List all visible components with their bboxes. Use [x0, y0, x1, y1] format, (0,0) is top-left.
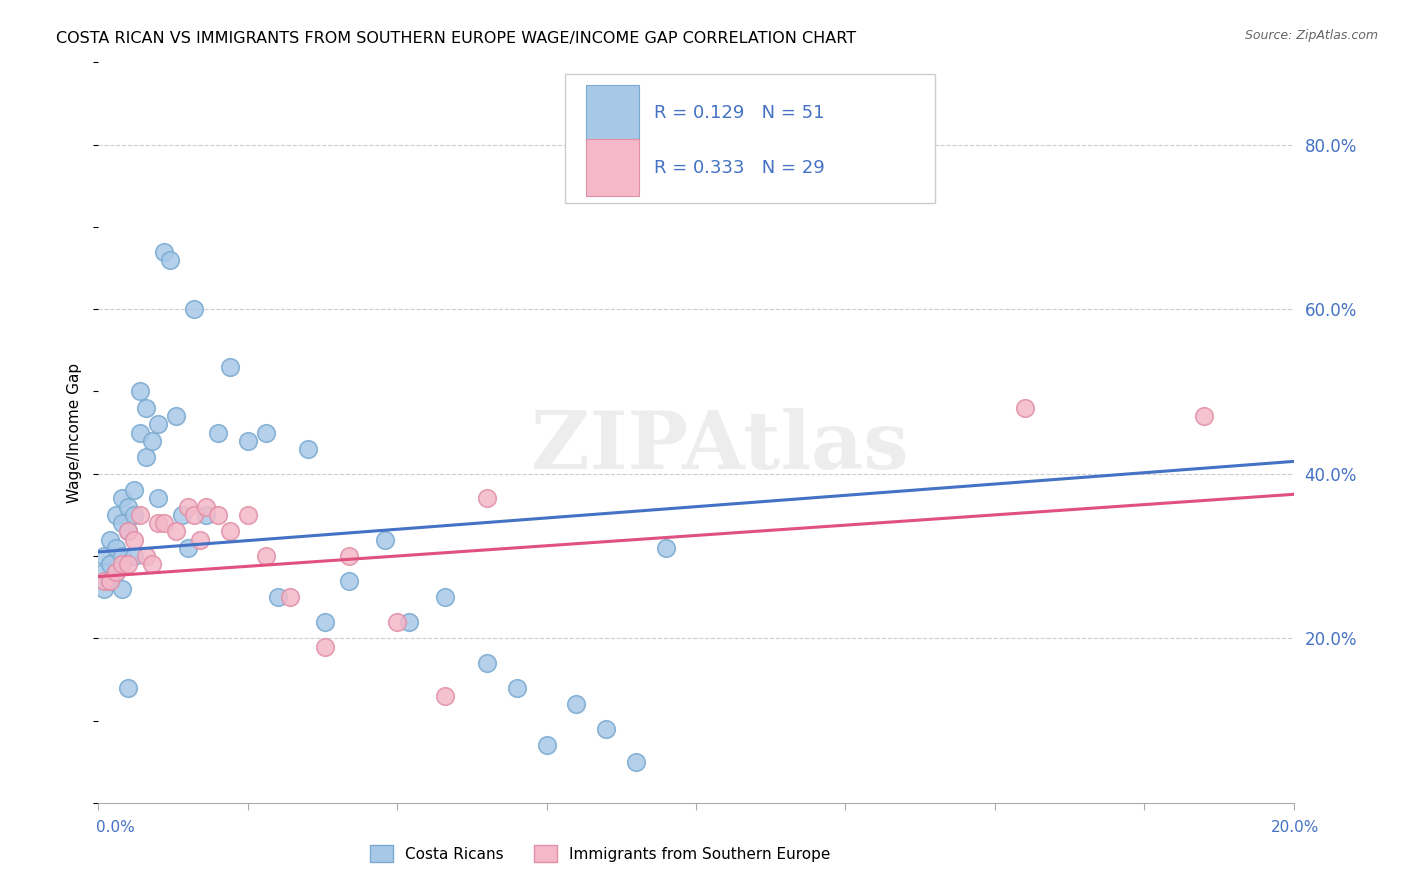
- Point: [254, 425, 277, 440]
- Point: [153, 244, 176, 259]
- Point: [117, 524, 139, 539]
- Point: [117, 500, 139, 514]
- Point: [135, 450, 157, 465]
- Point: [207, 508, 229, 522]
- Point: [626, 755, 648, 769]
- Point: [111, 582, 134, 596]
- Point: [172, 508, 194, 522]
- Point: [398, 615, 420, 629]
- Text: ZIPAtlas: ZIPAtlas: [531, 409, 908, 486]
- Y-axis label: Wage/Income Gap: Wage/Income Gap: [67, 362, 83, 503]
- Point: [188, 533, 211, 547]
- Point: [93, 566, 115, 580]
- Point: [434, 590, 457, 604]
- Point: [111, 491, 134, 506]
- Point: [195, 508, 218, 522]
- Point: [129, 508, 152, 522]
- Point: [183, 508, 205, 522]
- Point: [135, 401, 157, 415]
- Point: [148, 417, 170, 432]
- Point: [135, 549, 157, 563]
- Point: [148, 491, 170, 506]
- Legend: Costa Ricans, Immigrants from Southern Europe: Costa Ricans, Immigrants from Southern E…: [370, 845, 831, 862]
- Text: 20.0%: 20.0%: [1271, 821, 1319, 835]
- Point: [117, 558, 139, 572]
- Point: [219, 524, 242, 539]
- Point: [236, 508, 259, 522]
- Point: [655, 541, 678, 555]
- Point: [98, 574, 122, 588]
- Text: R = 0.129   N = 51: R = 0.129 N = 51: [654, 103, 825, 122]
- Point: [177, 500, 200, 514]
- Point: [254, 549, 277, 563]
- Point: [278, 590, 301, 604]
- Point: [374, 533, 396, 547]
- Point: [124, 508, 146, 522]
- Point: [105, 566, 128, 580]
- Point: [385, 615, 409, 629]
- Point: [105, 508, 128, 522]
- Point: [98, 558, 122, 572]
- Point: [207, 425, 229, 440]
- Point: [141, 558, 163, 572]
- Point: [236, 434, 259, 448]
- Point: [165, 409, 187, 424]
- Point: [1192, 409, 1215, 424]
- Point: [1014, 401, 1036, 415]
- Point: [506, 681, 529, 695]
- Point: [124, 533, 146, 547]
- Point: [195, 500, 218, 514]
- Point: [105, 566, 128, 580]
- Point: [124, 549, 146, 563]
- Point: [183, 302, 205, 317]
- Point: [117, 524, 139, 539]
- Point: [98, 574, 122, 588]
- Point: [141, 434, 163, 448]
- Point: [475, 491, 498, 506]
- Point: [315, 615, 337, 629]
- Point: [93, 582, 115, 596]
- Point: [267, 590, 290, 604]
- Point: [111, 516, 134, 530]
- Text: COSTA RICAN VS IMMIGRANTS FROM SOUTHERN EUROPE WAGE/INCOME GAP CORRELATION CHART: COSTA RICAN VS IMMIGRANTS FROM SOUTHERN …: [56, 31, 856, 46]
- Point: [219, 359, 242, 374]
- Point: [148, 516, 170, 530]
- Point: [595, 722, 617, 736]
- Point: [315, 640, 337, 654]
- FancyBboxPatch shape: [565, 73, 935, 203]
- Point: [339, 549, 361, 563]
- FancyBboxPatch shape: [586, 139, 638, 195]
- Point: [297, 442, 319, 456]
- Point: [153, 516, 176, 530]
- Point: [98, 533, 122, 547]
- Point: [117, 681, 139, 695]
- Point: [93, 574, 115, 588]
- Text: Source: ZipAtlas.com: Source: ZipAtlas.com: [1244, 29, 1378, 42]
- Point: [124, 483, 146, 498]
- Point: [536, 738, 558, 752]
- Point: [93, 549, 115, 563]
- Point: [105, 541, 128, 555]
- Point: [159, 252, 181, 267]
- Point: [111, 549, 134, 563]
- Point: [339, 574, 361, 588]
- Point: [129, 425, 152, 440]
- Point: [129, 384, 152, 399]
- Point: [475, 656, 498, 670]
- FancyBboxPatch shape: [586, 86, 638, 142]
- Text: 0.0%: 0.0%: [96, 821, 135, 835]
- Point: [165, 524, 187, 539]
- Point: [177, 541, 200, 555]
- Point: [111, 558, 134, 572]
- Text: R = 0.333   N = 29: R = 0.333 N = 29: [654, 159, 825, 177]
- Point: [565, 697, 588, 711]
- Point: [434, 689, 457, 703]
